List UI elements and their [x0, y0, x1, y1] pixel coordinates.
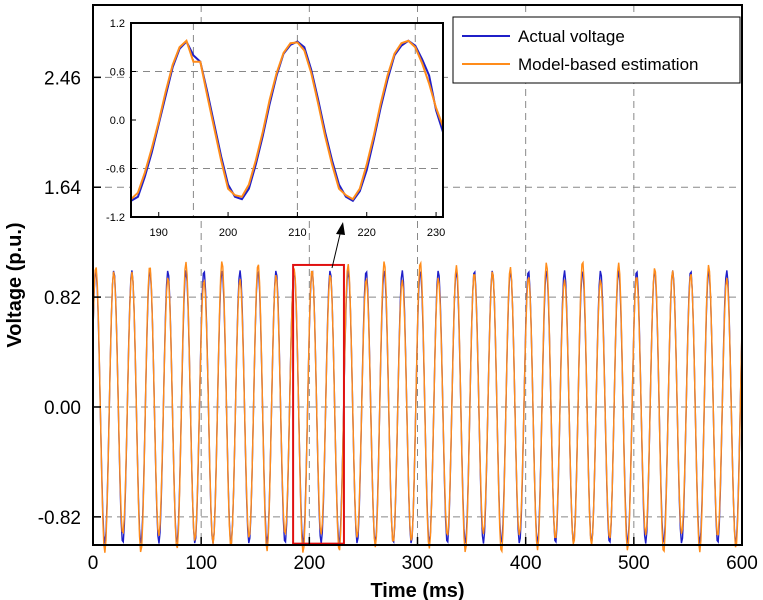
x-tick-label: 400	[510, 553, 542, 574]
inset-x-tick-label: 200	[219, 227, 237, 239]
y-tick-label: 1.64	[44, 178, 81, 199]
inset-y-tick-label: 0.0	[110, 115, 125, 127]
legend-label: Model-based estimation	[518, 55, 698, 74]
inset-background	[131, 23, 443, 217]
inset-x-tick-label: 230	[427, 227, 445, 239]
inset-x-tick-label: 190	[150, 227, 168, 239]
inset-y-tick-label: -0.6	[106, 164, 125, 176]
inset-y-tick-label: -1.2	[106, 212, 125, 224]
x-tick-label: 300	[402, 553, 434, 574]
y-tick-label: 0.00	[44, 398, 81, 419]
legend-box	[452, 16, 741, 84]
inset-x-tick-label: 220	[358, 227, 376, 239]
x-tick-label: 100	[185, 553, 217, 574]
inset-y-tick-label: 0.6	[110, 67, 125, 79]
x-tick-label: 500	[618, 553, 650, 574]
inset-series-line	[130, 38, 444, 201]
inset-ticks: 190 200 210 220 230 -1.2 -0.6 0.0 0.6 1.2	[106, 18, 445, 239]
y-tick-label: -0.82	[38, 508, 81, 529]
y-tick-label: 2.46	[44, 68, 81, 89]
highlight-box	[292, 263, 345, 545]
inset-pointer-arrow	[331, 229, 342, 269]
y-tick-label: 0.82	[44, 288, 81, 309]
inset-y-tick-label: 1.2	[110, 18, 125, 30]
series-line	[92, 260, 743, 554]
inset-series-group	[130, 38, 444, 203]
inset-x-tick-label: 210	[288, 227, 306, 239]
legend: Actual voltage Model-based estimation	[452, 16, 741, 84]
main-series-group	[92, 260, 743, 554]
x-tick-label: 600	[726, 553, 758, 574]
inset-grid	[131, 23, 443, 217]
x-tick-label: 200	[293, 553, 325, 574]
x-axis-label: Time (ms)	[370, 580, 464, 600]
inset-pointer-arrowhead	[336, 222, 345, 235]
x-tick-label: 0	[88, 553, 99, 574]
legend-label: Actual voltage	[518, 27, 625, 46]
y-axis-label: Voltage (p.u.)	[4, 222, 26, 347]
main-ticks: 0 100 200 300 400 500 600 -0.82 0.00 0.82 1.64 2.46	[38, 68, 758, 574]
